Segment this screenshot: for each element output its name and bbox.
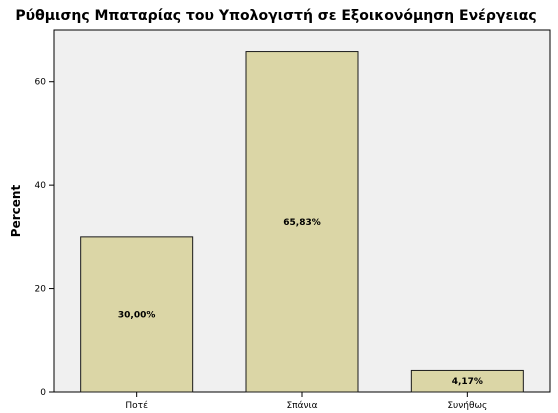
data-label-2: 4,17% [452,377,483,387]
y-tick-label: 0 [40,388,46,398]
data-label-0: 30,00% [118,310,156,320]
y-tick-label: 20 [35,285,47,295]
x-axis-ticks: Ποτέ Σπάνια Συνήθως [125,392,487,411]
chart-title: Ρύθμισης Μπαταρίας του Υπολογιστή σε Εξο… [15,8,536,24]
data-label-1: 65,83% [283,218,321,228]
x-tick-label: Σπάνια [286,401,317,411]
x-tick-label: Ποτέ [125,400,148,411]
y-tick-label: 60 [35,78,47,88]
data-labels: 30,00% 65,83% 4,17% [118,218,483,387]
x-tick-label: Συνήθως [447,401,487,411]
y-axis-ticks: 0 20 40 60 [35,78,54,398]
y-axis-label: Percent [9,185,23,238]
y-tick-label: 40 [35,181,47,191]
bar-1 [245,51,359,393]
